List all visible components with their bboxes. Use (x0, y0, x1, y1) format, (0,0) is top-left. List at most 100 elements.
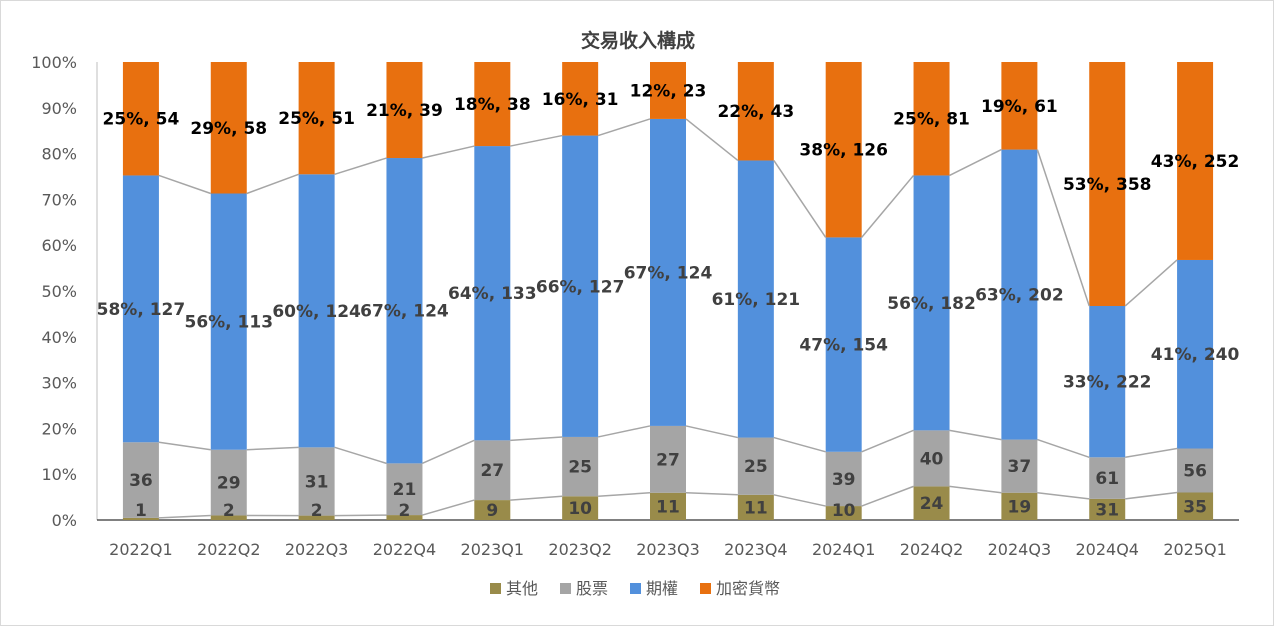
data-label-其他: 2 (399, 501, 411, 521)
x-tick-label: 2023Q3 (636, 540, 700, 559)
y-tick-label: 10% (41, 465, 77, 484)
series-line-其他 (422, 500, 474, 515)
y-tick-label: 90% (41, 99, 77, 118)
y-tick-label: 100% (31, 53, 77, 72)
data-label-期權: 64%, 133 (448, 284, 537, 304)
legend-swatch-其他 (490, 583, 501, 594)
x-tick-label: 2022Q1 (109, 540, 173, 559)
series-line-其他 (510, 496, 562, 500)
series-line-期權 (686, 119, 738, 161)
data-label-股票: 27 (480, 461, 504, 481)
series-line-期權 (335, 158, 387, 174)
legend-swatch-加密貨幣 (700, 583, 711, 594)
data-label-股票: 40 (920, 449, 944, 469)
data-label-其他: 11 (656, 497, 680, 517)
series-line-股票 (159, 442, 211, 449)
x-tick-label: 2025Q1 (1163, 540, 1227, 559)
x-tick-label: 2024Q1 (812, 540, 876, 559)
series-line-其他 (774, 495, 826, 506)
data-label-期權: 63%, 202 (975, 286, 1064, 306)
series-line-股票 (335, 447, 387, 463)
series-line-股票 (510, 437, 562, 440)
data-label-加密貨幣: 29%, 58 (190, 119, 267, 139)
y-tick-label: 30% (41, 374, 77, 393)
y-tick-label: 20% (41, 419, 77, 438)
series-line-其他 (950, 486, 1002, 492)
series-line-股票 (774, 438, 826, 452)
data-label-股票: 21 (393, 480, 417, 500)
series-line-其他 (335, 515, 387, 516)
data-label-加密貨幣: 25%, 81 (893, 110, 970, 130)
legend-swatch-期權 (630, 583, 641, 594)
series-line-股票 (686, 426, 738, 438)
x-tick-label: 2024Q4 (1075, 540, 1139, 559)
x-tick-label: 2023Q1 (461, 540, 525, 559)
data-label-其他: 31 (1095, 500, 1119, 520)
y-tick-label: 40% (41, 328, 77, 347)
data-label-其他: 19 (1008, 497, 1032, 517)
data-label-期權: 60%, 124 (272, 302, 361, 322)
series-line-期權 (159, 175, 211, 193)
data-label-期權: 67%, 124 (624, 263, 713, 283)
series-line-期權 (510, 136, 562, 147)
data-label-其他: 2 (311, 501, 323, 521)
series-line-其他 (1125, 493, 1177, 499)
data-label-加密貨幣: 16%, 31 (542, 90, 619, 110)
series-line-期權 (1125, 260, 1177, 306)
data-label-其他: 9 (486, 501, 498, 521)
data-label-其他: 1 (135, 501, 147, 521)
series-line-其他 (598, 493, 650, 497)
data-label-股票: 29 (217, 474, 241, 494)
data-label-加密貨幣: 53%, 358 (1063, 175, 1152, 195)
y-tick-label: 70% (41, 190, 77, 209)
series-line-股票 (950, 430, 1002, 439)
data-label-股票: 27 (656, 450, 680, 470)
data-label-股票: 56 (1183, 462, 1207, 482)
series-line-股票 (422, 440, 474, 463)
data-label-其他: 10 (568, 499, 592, 519)
y-tick-label: 0% (52, 511, 77, 530)
series-line-期權 (422, 146, 474, 158)
series-line-其他 (1037, 493, 1089, 499)
data-label-股票: 25 (568, 458, 592, 478)
data-label-加密貨幣: 43%, 252 (1151, 152, 1240, 172)
y-tick-label: 80% (41, 145, 77, 164)
data-label-股票: 39 (832, 470, 856, 490)
data-label-其他: 24 (920, 494, 944, 514)
series-line-其他 (862, 486, 914, 506)
data-label-期權: 66%, 127 (536, 277, 625, 297)
y-tick-label: 50% (41, 282, 77, 301)
data-label-股票: 61 (1095, 469, 1119, 489)
data-label-其他: 10 (832, 501, 856, 521)
series-line-其他 (686, 493, 738, 495)
x-tick-label: 2024Q3 (988, 540, 1052, 559)
data-label-期權: 41%, 240 (1151, 345, 1240, 365)
series-line-股票 (1037, 440, 1089, 458)
data-label-其他: 35 (1183, 497, 1207, 517)
series-line-股票 (247, 447, 299, 449)
data-label-加密貨幣: 19%, 61 (981, 97, 1058, 117)
x-tick-label: 2024Q2 (900, 540, 964, 559)
data-label-加密貨幣: 25%, 54 (103, 110, 180, 130)
series-line-期權 (774, 160, 826, 237)
data-label-加密貨幣: 18%, 38 (454, 95, 531, 115)
series-line-期權 (247, 174, 299, 193)
series-line-其他 (159, 515, 211, 517)
data-label-加密貨幣: 38%, 126 (799, 141, 888, 161)
legend-label-股票: 股票 (576, 579, 608, 598)
x-tick-label: 2022Q3 (285, 540, 349, 559)
series-line-期權 (1037, 150, 1089, 306)
data-label-股票: 25 (744, 457, 768, 477)
series-line-期權 (598, 119, 650, 136)
legend-label-其他: 其他 (506, 579, 538, 598)
legend-label-加密貨幣: 加密貨幣 (716, 579, 780, 598)
x-tick-label: 2023Q2 (548, 540, 612, 559)
x-tick-label: 2023Q4 (724, 540, 788, 559)
data-label-期權: 56%, 182 (887, 294, 976, 314)
data-label-加密貨幣: 21%, 39 (366, 101, 443, 121)
series-line-期權 (950, 150, 1002, 176)
data-label-加密貨幣: 12%, 23 (630, 81, 707, 101)
data-label-加密貨幣: 25%, 51 (278, 109, 355, 129)
data-label-股票: 36 (129, 471, 153, 491)
